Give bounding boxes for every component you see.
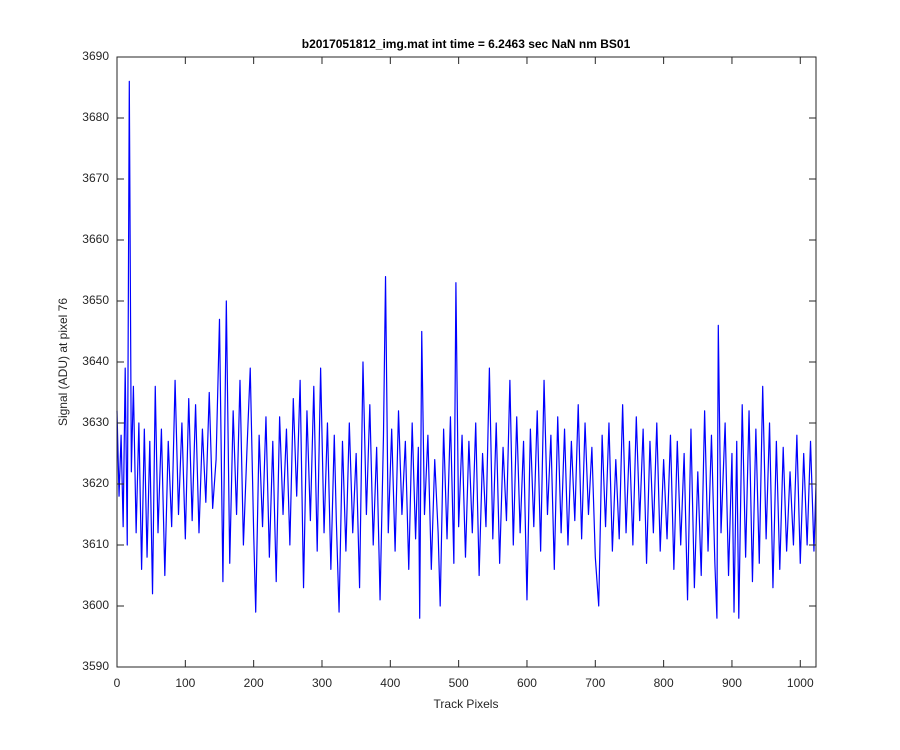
y-tick-label: 3650 [82, 293, 109, 307]
y-tick-label: 3640 [82, 354, 109, 368]
plot-area [117, 57, 816, 667]
y-tick-label: 3610 [82, 537, 109, 551]
x-tick-label: 600 [517, 676, 537, 690]
y-tick-label: 3690 [82, 49, 109, 63]
chart-title: b2017051812_img.mat int time = 6.2463 se… [302, 37, 631, 51]
y-tick-label: 3590 [82, 659, 109, 673]
x-tick-label: 900 [722, 676, 742, 690]
y-tick-label: 3620 [82, 476, 109, 490]
x-axis-label: Track Pixels [434, 697, 499, 711]
x-tick-label: 0 [114, 676, 121, 690]
x-tick-label: 500 [449, 676, 469, 690]
y-tick-label: 3600 [82, 598, 109, 612]
x-tick-label: 100 [175, 676, 195, 690]
data-line [116, 80, 817, 619]
y-tick-label: 3630 [82, 415, 109, 429]
x-tick-label: 200 [244, 676, 264, 690]
y-axis-label: Signal (ADU) at pixel 76 [56, 298, 70, 426]
x-tick-label: 800 [654, 676, 674, 690]
x-tick-label: 1000 [787, 676, 814, 690]
x-tick-label: 400 [380, 676, 400, 690]
x-tick-label: 700 [585, 676, 605, 690]
y-tick-label: 3660 [82, 232, 109, 246]
y-tick-label: 3670 [82, 171, 109, 185]
y-tick-label: 3680 [82, 110, 109, 124]
x-tick-label: 300 [312, 676, 332, 690]
